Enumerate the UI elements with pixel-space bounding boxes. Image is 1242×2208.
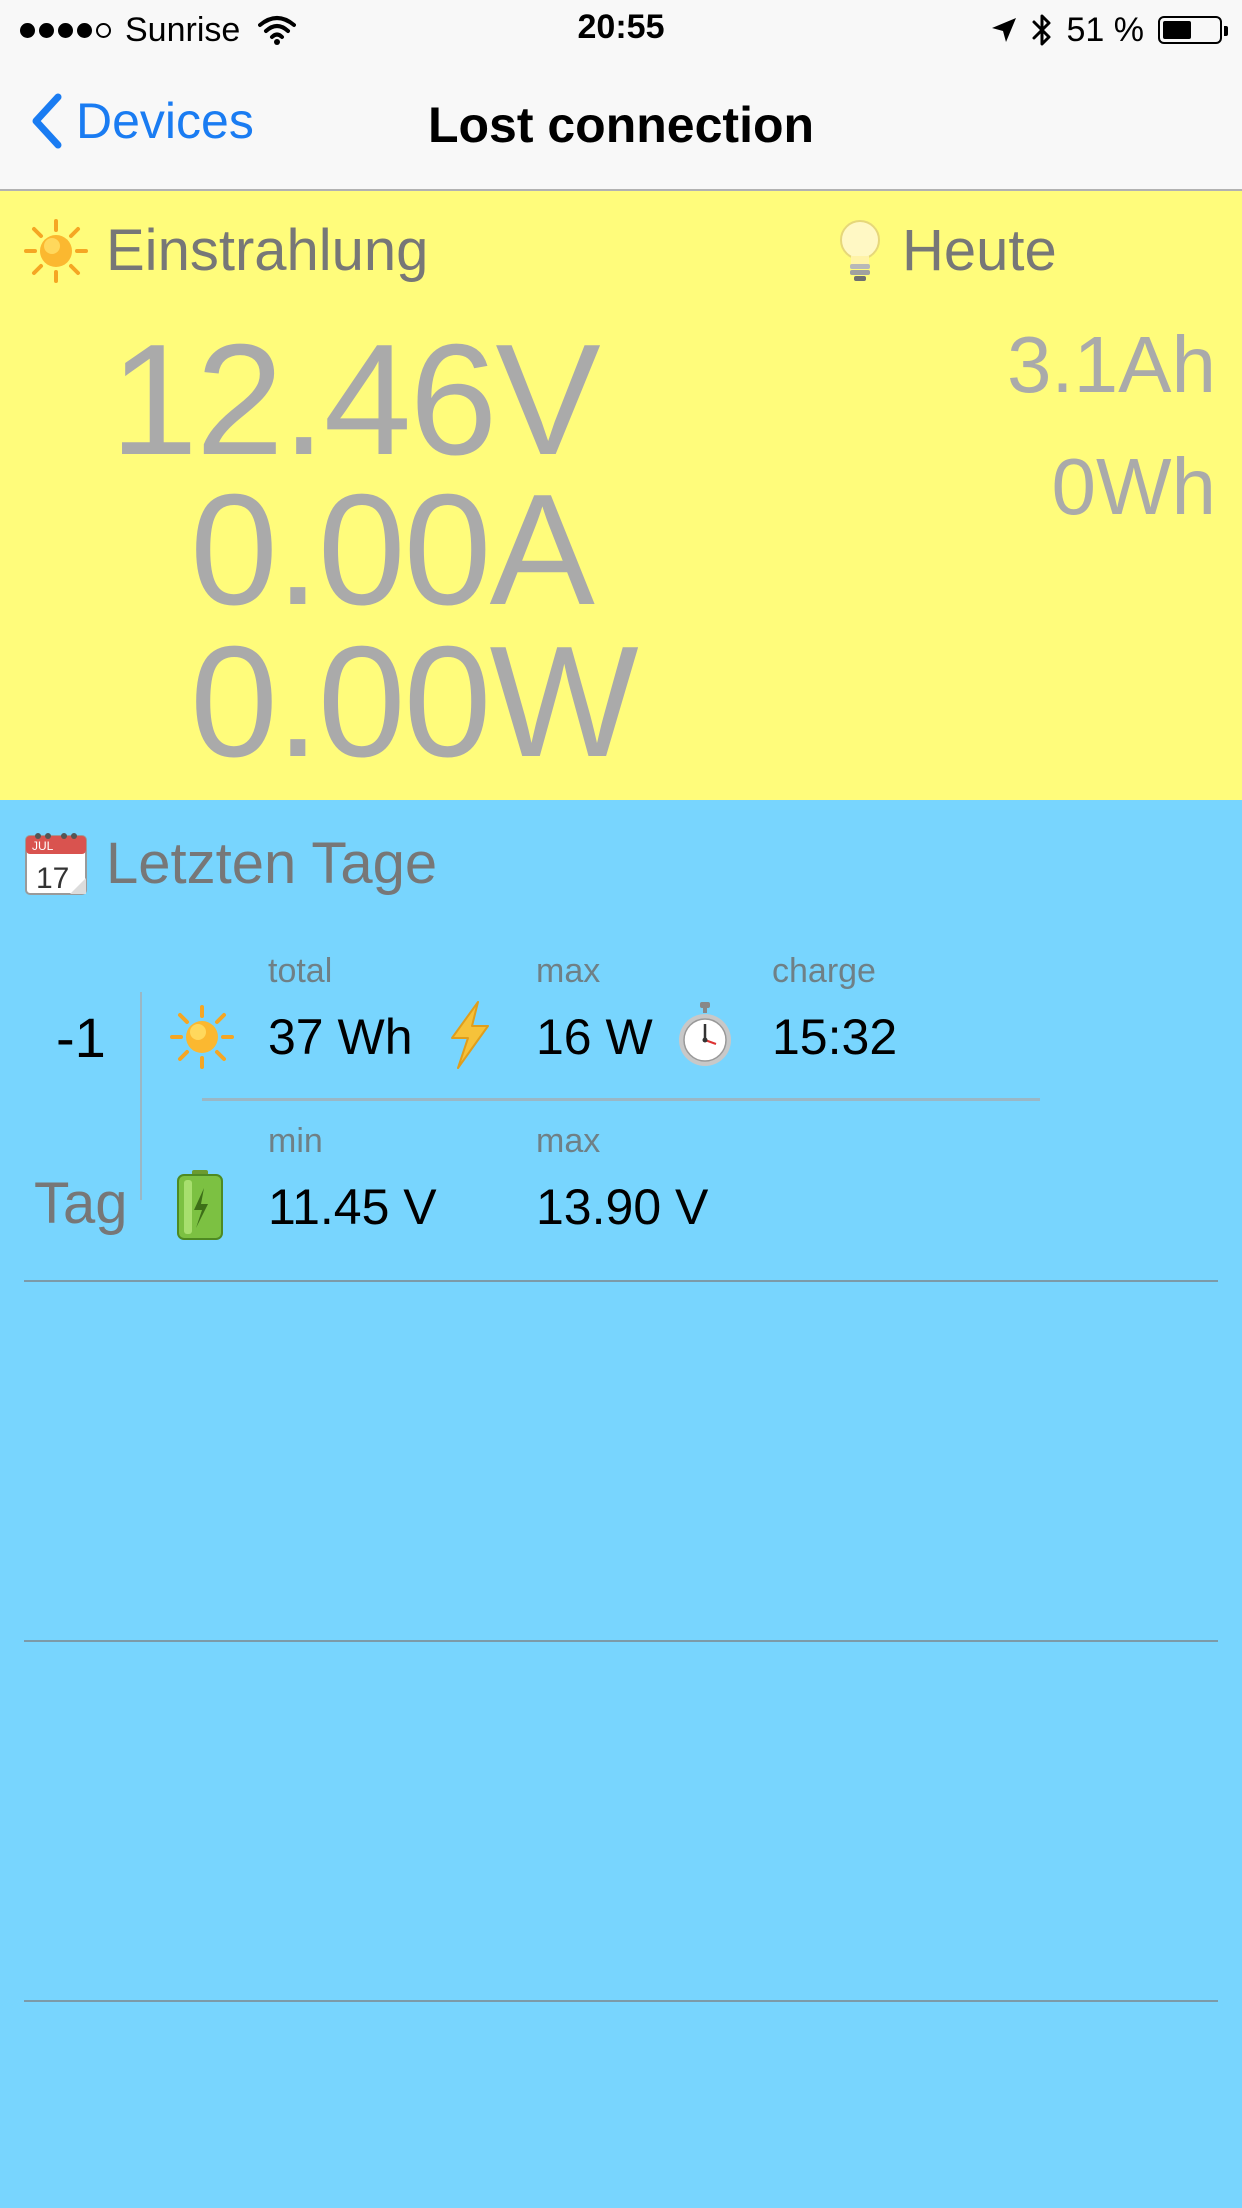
today-energy-value: 0Wh xyxy=(1051,442,1217,531)
row-divider xyxy=(202,1098,1040,1101)
svg-text:JUL: JUL xyxy=(32,839,54,853)
chevron-left-icon xyxy=(32,93,62,149)
signal-strength-icon xyxy=(20,22,111,38)
battery-fill xyxy=(1163,21,1191,39)
day-divider xyxy=(140,992,142,1200)
power-max-value: 16 W xyxy=(536,1009,653,1065)
charge-value: 15:32 xyxy=(772,1009,898,1065)
day-unit-label: Tag xyxy=(34,1171,128,1236)
today-header: Heute xyxy=(836,217,1057,284)
voltage-value: 12.46V xyxy=(110,312,601,488)
status-right: 51 % xyxy=(991,8,1228,52)
voltage-max-value: 13.90 V xyxy=(536,1179,709,1235)
list-separator xyxy=(24,1640,1218,1642)
stopwatch-icon xyxy=(679,1002,731,1066)
svg-text:17: 17 xyxy=(36,862,69,895)
power-max-label: max xyxy=(536,952,601,990)
sun-icon xyxy=(24,218,88,283)
back-button-label: Devices xyxy=(76,93,254,149)
lightning-icon xyxy=(451,1001,489,1069)
list-separator xyxy=(24,1280,1218,1282)
history-section: JUL 17 Letzten Tage -1 Tag total xyxy=(0,800,1242,2208)
live-values-section: Einstrahlung 12.46V 0.00A 0.00W Heute 3.… xyxy=(0,191,1242,800)
voltage-max-label: max xyxy=(536,1122,601,1160)
energy-total-label: total xyxy=(268,952,333,990)
status-bar: Sunrise 20:55 51 % xyxy=(0,0,1242,60)
battery-percentage: 51 % xyxy=(1066,10,1145,49)
day-index: -1 xyxy=(56,1006,106,1069)
voltage-min-value: 11.45 V xyxy=(268,1179,437,1235)
navigation-bar: Devices Lost connection xyxy=(0,60,1242,191)
history-header: JUL 17 Letzten Tage xyxy=(24,830,437,897)
power-value: 0.00W xyxy=(190,614,639,790)
current-value: 0.00A xyxy=(190,462,595,638)
energy-total-value: 37 Wh xyxy=(268,1009,413,1065)
wifi-icon xyxy=(258,16,297,45)
bluetooth-icon xyxy=(1032,14,1050,46)
calendar-icon: JUL 17 xyxy=(25,832,87,895)
battery-icon xyxy=(1158,16,1228,44)
list-separator xyxy=(24,2000,1218,2002)
status-time: 20:55 xyxy=(577,8,665,46)
back-button[interactable]: Devices xyxy=(32,92,254,150)
irradiation-header: Einstrahlung xyxy=(24,217,428,284)
location-arrow-icon xyxy=(991,18,1016,42)
page-title: Lost connection xyxy=(427,97,815,153)
irradiation-label: Einstrahlung xyxy=(106,218,429,283)
charge-label: charge xyxy=(772,952,876,990)
carrier-name: Sunrise xyxy=(125,10,241,49)
history-label: Letzten Tage xyxy=(106,831,438,896)
today-label: Heute xyxy=(902,218,1057,283)
light-bulb-icon xyxy=(840,219,880,281)
battery-charging-icon xyxy=(177,1170,223,1240)
status-left: Sunrise xyxy=(20,8,297,52)
sun-icon xyxy=(170,1005,234,1069)
today-charge-value: 3.1Ah xyxy=(1006,320,1216,409)
voltage-min-label: min xyxy=(268,1122,323,1160)
